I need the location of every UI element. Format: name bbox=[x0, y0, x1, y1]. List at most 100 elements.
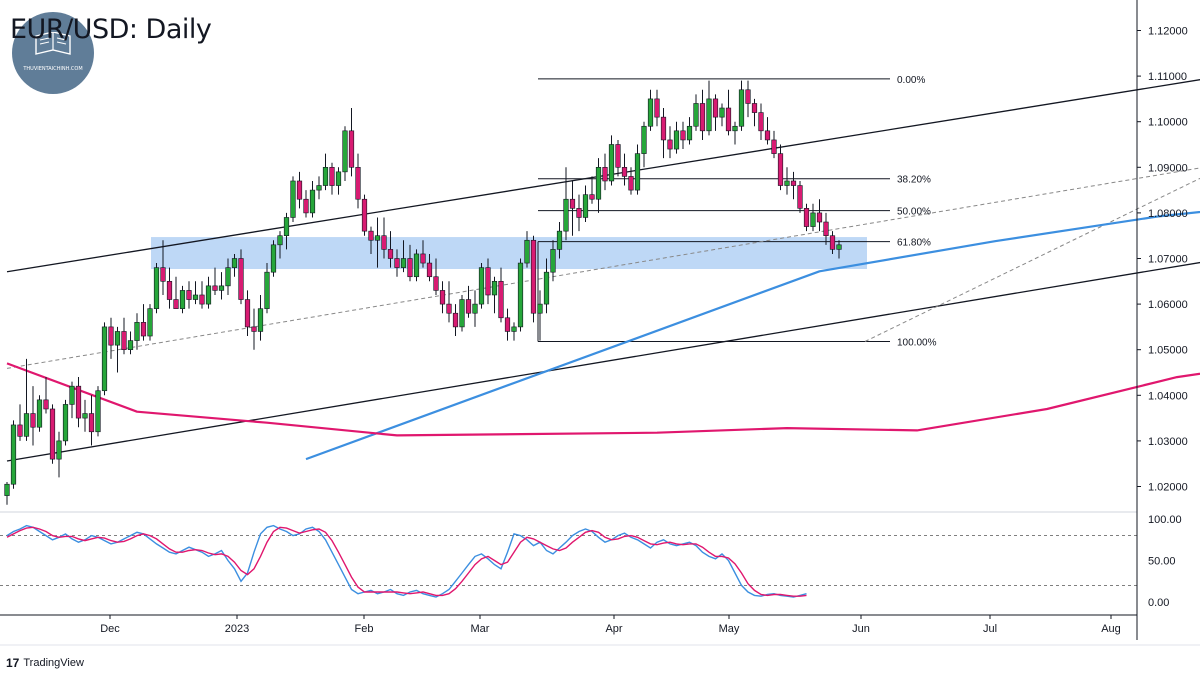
candle-body bbox=[478, 267, 485, 305]
candle-body bbox=[758, 112, 764, 132]
candle-body bbox=[23, 413, 30, 437]
candle-body bbox=[160, 267, 166, 282]
candle-body bbox=[407, 258, 413, 278]
candle-body bbox=[680, 130, 686, 141]
candle-body bbox=[69, 385, 75, 405]
candle-body bbox=[771, 139, 777, 154]
candle-body bbox=[732, 125, 738, 132]
candle-body bbox=[95, 390, 101, 433]
candle-body bbox=[706, 98, 712, 132]
candle-body bbox=[355, 167, 361, 200]
y-tick-label-5: 1.07000 bbox=[1148, 254, 1188, 266]
osc-tick-label-0: 100.00 bbox=[1148, 514, 1182, 526]
candle-body bbox=[589, 194, 595, 200]
candle-body bbox=[543, 271, 550, 305]
watermark-text: THUVIENTAICHINH.COM bbox=[23, 66, 83, 72]
support-zone bbox=[151, 237, 867, 269]
candle-body bbox=[361, 198, 368, 232]
trendline-0 bbox=[6, 79, 1200, 273]
candle-body bbox=[121, 331, 127, 350]
candle-body bbox=[251, 326, 257, 332]
candle-body bbox=[797, 185, 803, 209]
candle-body bbox=[504, 317, 511, 332]
candle-body bbox=[823, 221, 829, 237]
candle-body bbox=[556, 230, 563, 250]
candle-body bbox=[686, 125, 693, 141]
x-tick-label-0: Dec bbox=[100, 623, 120, 635]
candle-body bbox=[660, 116, 667, 141]
candle-body bbox=[628, 176, 634, 191]
candle-body bbox=[179, 290, 186, 309]
candle-body bbox=[296, 180, 303, 200]
candle-body bbox=[62, 404, 69, 442]
candle-body bbox=[101, 326, 108, 392]
candle-body bbox=[212, 285, 218, 291]
candle-body bbox=[413, 253, 420, 278]
ma-line-1 bbox=[6, 362, 1200, 437]
candle-body bbox=[641, 125, 647, 154]
candle-body bbox=[738, 89, 745, 127]
y-tick-label-10: 1.02000 bbox=[1148, 482, 1188, 494]
candle-body bbox=[550, 249, 556, 273]
x-tick-label-2: Feb bbox=[355, 623, 374, 635]
candle-body bbox=[784, 180, 790, 186]
candle-body bbox=[667, 139, 673, 150]
candle-body bbox=[192, 294, 199, 300]
candle-body bbox=[134, 322, 140, 341]
candle-body bbox=[764, 130, 771, 141]
fib-label-4: 100.00% bbox=[897, 337, 937, 348]
candle-body bbox=[621, 167, 628, 177]
candle-body bbox=[719, 107, 725, 118]
candle-body bbox=[647, 98, 654, 127]
y-tick-label-8: 1.04000 bbox=[1148, 390, 1188, 402]
fib-label-1: 38.20% bbox=[897, 175, 931, 186]
candle-body bbox=[576, 208, 582, 218]
candle-body bbox=[439, 290, 446, 305]
candle-body bbox=[745, 89, 751, 104]
candle-body bbox=[381, 235, 387, 250]
fib-label-2: 50.00% bbox=[897, 207, 931, 218]
candle-body bbox=[810, 212, 816, 227]
watermark-logo: THUVIENTAICHINH.COM bbox=[12, 12, 94, 94]
x-tick-label-7: Jul bbox=[983, 623, 997, 635]
ma-line-0 bbox=[305, 210, 1200, 461]
candle-body bbox=[452, 312, 459, 328]
candle-body bbox=[322, 167, 329, 186]
osc-tick-label-1: 50.00 bbox=[1148, 556, 1176, 568]
candle-body bbox=[329, 167, 335, 186]
brand-label: TradingView bbox=[23, 657, 84, 669]
candle-body bbox=[270, 244, 277, 273]
candle-body bbox=[608, 144, 615, 182]
candle-body bbox=[634, 153, 641, 191]
candle-body bbox=[335, 171, 342, 186]
candle-body bbox=[459, 299, 465, 328]
footer: 17 TradingView bbox=[6, 656, 84, 670]
y-tick-label-6: 1.06000 bbox=[1148, 299, 1188, 311]
y-tick-label-9: 1.03000 bbox=[1148, 436, 1188, 448]
x-tick-label-3: Mar bbox=[471, 623, 490, 635]
candle-body bbox=[49, 408, 56, 460]
candle-body bbox=[153, 267, 160, 309]
candle-body bbox=[491, 280, 498, 296]
candle-body bbox=[790, 180, 797, 186]
candle-body bbox=[725, 107, 732, 132]
candle-body bbox=[374, 235, 381, 241]
candle-body bbox=[498, 280, 504, 319]
candle-body bbox=[166, 280, 173, 300]
candle-body bbox=[387, 249, 394, 259]
candle-body bbox=[147, 308, 153, 337]
candle-body bbox=[4, 483, 10, 496]
candle-body bbox=[530, 239, 537, 314]
candle-body bbox=[342, 130, 348, 173]
candle-body bbox=[563, 198, 569, 232]
candle-body bbox=[17, 424, 23, 437]
candle-body bbox=[803, 208, 810, 227]
candle-body bbox=[426, 262, 433, 278]
candle-body bbox=[36, 399, 43, 428]
candle-body bbox=[446, 303, 452, 314]
candle-body bbox=[673, 130, 680, 150]
y-tick-label-1: 1.11000 bbox=[1148, 71, 1187, 83]
candle-body bbox=[82, 413, 88, 419]
